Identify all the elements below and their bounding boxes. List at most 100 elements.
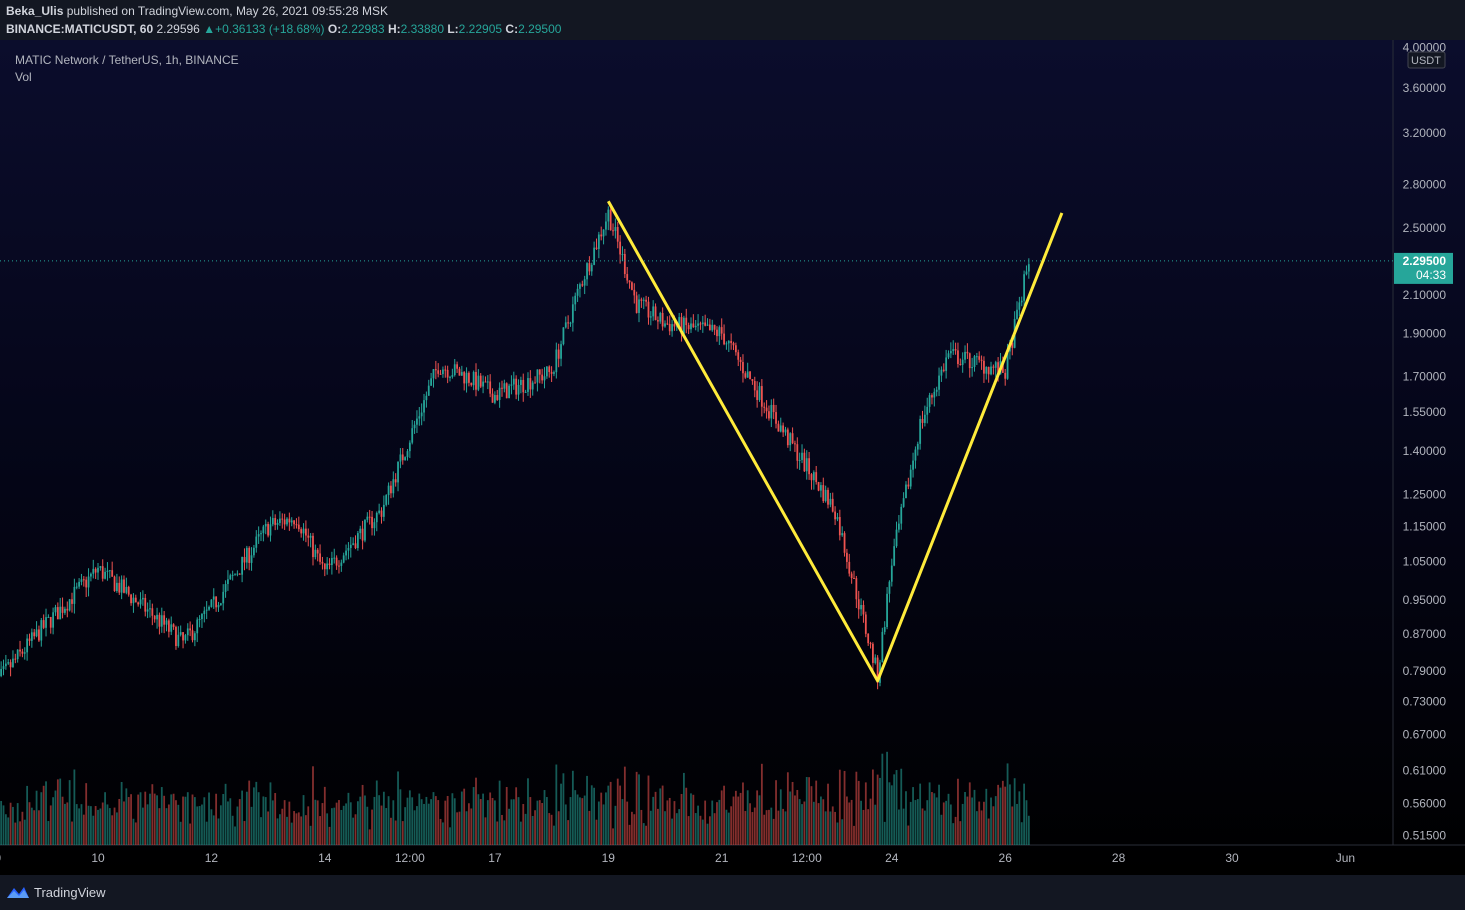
- volume-bar: [843, 770, 846, 845]
- volume-bar: [822, 799, 825, 845]
- candle-body: [279, 518, 281, 523]
- candle-body: [704, 322, 707, 326]
- volume-bar: [791, 781, 794, 845]
- volume-bar: [711, 800, 714, 845]
- volume-bar: [486, 800, 489, 845]
- volume-bar: [1011, 806, 1014, 845]
- volume-bar: [921, 808, 924, 845]
- volume-bar: [160, 787, 163, 845]
- symbol-legend[interactable]: MATIC Network / TetherUS, 1h, BINANCE: [15, 53, 239, 67]
- candle-body: [434, 369, 437, 371]
- volume-bar: [538, 800, 541, 845]
- volume-bar: [645, 825, 647, 845]
- candle-body: [890, 565, 893, 582]
- volume-bar: [980, 810, 983, 845]
- volume-bar: [1004, 786, 1007, 845]
- candle-body: [198, 619, 201, 621]
- candle-body: [113, 576, 116, 592]
- candle-body: [945, 357, 948, 371]
- volume-bar: [108, 808, 111, 845]
- volume-bar: [583, 795, 586, 845]
- candle-body: [699, 323, 702, 325]
- volume-bar: [1023, 783, 1025, 845]
- candle-body: [366, 516, 369, 520]
- volume-bar: [1020, 822, 1023, 845]
- volume-bar: [494, 800, 496, 845]
- candle-body: [134, 597, 137, 603]
- volume-bar: [975, 811, 978, 845]
- volume-bar: [326, 813, 329, 845]
- volume-bar: [361, 784, 364, 845]
- volume-bar: [626, 801, 629, 845]
- candle-body: [66, 608, 69, 611]
- volume-bar: [137, 794, 140, 845]
- candle-body: [215, 596, 218, 608]
- volume-bar: [116, 812, 118, 845]
- volume-bar: [439, 818, 442, 845]
- volume-bar: [132, 818, 135, 845]
- candle-body: [47, 616, 50, 618]
- chart-pane[interactable]: 4.00000 3.60000 3.20000 2.80000 2.50000 2.100…: [0, 40, 1465, 875]
- volume-bar: [210, 809, 213, 845]
- candle-body: [883, 627, 886, 632]
- author-name[interactable]: Beka_Ulis: [6, 4, 64, 18]
- price-change: +0.36133 (+18.68%): [215, 22, 325, 36]
- time-axis-label: 2:00: [0, 851, 1, 865]
- candle-body: [744, 373, 747, 378]
- volume-bar: [862, 809, 865, 845]
- candle-body: [149, 608, 151, 610]
- volume-bar: [678, 809, 681, 845]
- volume-bar: [527, 778, 529, 845]
- candle-body: [222, 591, 225, 604]
- candle-body: [54, 607, 57, 613]
- candle-body: [706, 324, 709, 326]
- volume-bar: [113, 807, 116, 845]
- volume-bar: [595, 819, 598, 845]
- candle-body: [460, 372, 463, 376]
- volume-bar: [236, 806, 239, 845]
- candle-body: [101, 566, 104, 579]
- volume-bars: [0, 751, 1030, 845]
- candle-body: [165, 620, 168, 625]
- volume-bar: [449, 827, 451, 845]
- volume-bar: [664, 811, 666, 845]
- candle-body: [243, 556, 246, 563]
- volume-bar: [782, 808, 785, 845]
- candle-body: [1020, 300, 1023, 303]
- candle-body: [163, 615, 166, 625]
- volume-bar: [647, 775, 650, 845]
- volume-bar: [134, 822, 137, 845]
- volume-bar: [38, 810, 40, 845]
- volume-bar: [890, 785, 893, 845]
- candle-body: [420, 412, 423, 417]
- volume-bar: [111, 815, 114, 845]
- volume-bar: [234, 826, 236, 845]
- volume-bar: [118, 798, 121, 845]
- candle-body: [439, 373, 442, 375]
- chart-canvas[interactable]: 4.00000 3.60000 3.20000 2.80000 2.50000 2.100…: [0, 40, 1465, 875]
- tradingview-brand[interactable]: TradingView: [34, 885, 106, 900]
- candle-body: [347, 548, 350, 551]
- volume-bar: [671, 818, 673, 845]
- volume-bar: [338, 800, 340, 845]
- low-value: 2.22905: [458, 22, 503, 36]
- candle-body: [257, 534, 260, 537]
- volume-bar: [127, 797, 130, 845]
- candle-body: [2, 666, 5, 669]
- price-axis-label: 2.80000: [1403, 177, 1447, 191]
- volume-bar: [765, 810, 768, 845]
- volume-bar: [97, 809, 99, 845]
- candle-body: [527, 378, 529, 392]
- candle-body: [108, 570, 111, 572]
- candle-body: [144, 597, 147, 612]
- candle-body: [345, 550, 347, 556]
- candle-body: [784, 429, 787, 433]
- candle-body: [156, 614, 158, 620]
- candle-body: [553, 372, 555, 374]
- volume-legend[interactable]: Vol: [15, 70, 32, 84]
- candle-body: [765, 407, 768, 412]
- candle-body: [359, 528, 362, 534]
- candle-body: [446, 369, 449, 378]
- candle-body: [387, 485, 390, 496]
- tradingview-logo-icon[interactable]: [6, 884, 30, 900]
